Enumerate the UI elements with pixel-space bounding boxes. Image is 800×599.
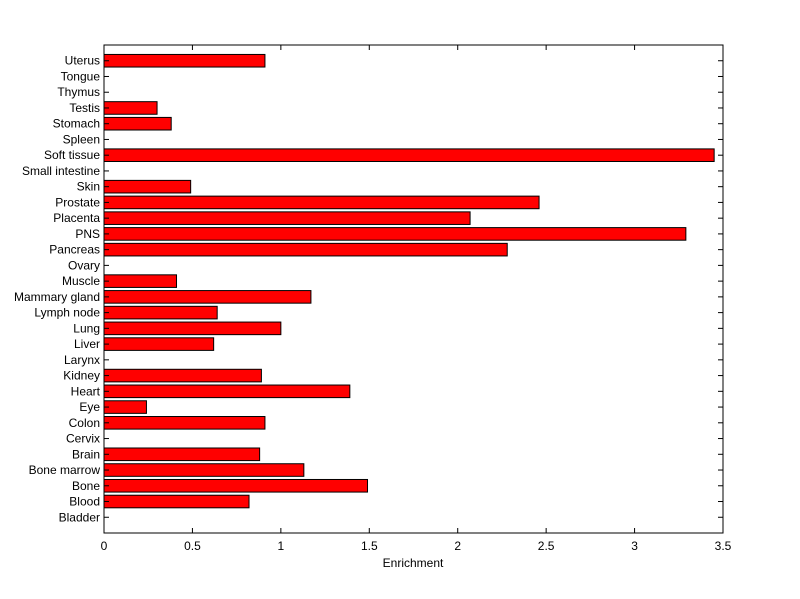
y-tick-label: Uterus (65, 54, 100, 68)
bar-uterus (103, 53, 266, 68)
y-tick-label: Spleen (63, 132, 100, 146)
bar-soft-tissue (103, 148, 715, 162)
x-tick-label: 3 (631, 539, 638, 553)
y-tick-label: Thymus (57, 85, 100, 99)
y-tick-label: Soft tissue (44, 148, 100, 162)
y-tick-label: Stomach (53, 117, 100, 131)
x-tick-label: 0.5 (184, 539, 201, 553)
y-tick-label: Testis (69, 101, 100, 115)
bar-brain (103, 447, 261, 462)
bar-prostate (103, 195, 540, 210)
y-tick-label: Heart (71, 384, 101, 398)
bar-blood (103, 494, 250, 509)
y-tick-label: Larynx (64, 353, 100, 367)
y-tick-label: Ovary (68, 258, 100, 272)
y-tick-label: Eye (79, 400, 100, 414)
bar-testis (103, 101, 158, 115)
y-tick-label: Pancreas (49, 243, 100, 257)
y-tick-label: PNS (75, 227, 100, 241)
plot-frame (103, 44, 724, 534)
x-tick-label: 2 (454, 539, 461, 553)
y-tick-label: Prostate (55, 195, 100, 209)
y-tick-label: Mammary gland (14, 290, 100, 304)
y-tick-label: Kidney (63, 369, 100, 383)
y-tick-label: Skin (77, 180, 100, 194)
bar-bone (103, 478, 369, 493)
y-tick-label: Small intestine (22, 164, 100, 178)
x-tick-label: 1 (278, 539, 285, 553)
bar-skin (103, 179, 192, 194)
x-tick-label: 2.5 (538, 539, 555, 553)
bar-pancreas (103, 242, 508, 257)
y-tick-label: Tongue (61, 69, 101, 83)
bar-heart (103, 384, 351, 399)
y-tick-label: Lung (73, 321, 100, 335)
bar-lung (103, 321, 282, 336)
y-tick-label: Muscle (62, 274, 100, 288)
bar-liver (103, 337, 215, 351)
bar-colon (103, 416, 266, 430)
y-tick-label: Lymph node (34, 306, 100, 320)
bar-mammary-gland (103, 290, 312, 304)
bar-lymph-node (103, 305, 218, 320)
bars-group (103, 53, 715, 509)
x-tick-label: 0 (101, 539, 108, 553)
x-tick-label: 1.5 (361, 539, 378, 553)
x-axis-title: Enrichment (383, 556, 444, 570)
y-tick-label: Blood (69, 495, 100, 509)
y-tick-label: Cervix (66, 432, 100, 446)
bar-pns (103, 227, 687, 241)
y-tick-label: Colon (69, 416, 100, 430)
y-tick-label: Liver (74, 337, 100, 351)
y-tick-label: Bone (72, 479, 100, 493)
bar-eye (103, 400, 147, 414)
bar-stomach (103, 116, 172, 131)
x-axis-ticks: 0 0.5 1 1.5 2 2.5 3 3.5 (101, 45, 732, 553)
y-tick-label: Placenta (53, 211, 100, 225)
bar-placenta (103, 211, 471, 225)
y-tick-label: Bladder (59, 510, 100, 524)
y-tick-label: Bone marrow (29, 463, 101, 477)
bar-kidney (103, 368, 262, 383)
bar-muscle (103, 274, 178, 288)
x-tick-label: 3.5 (715, 539, 732, 553)
y-tick-label: Brain (72, 447, 100, 461)
bar-bone-marrow (103, 463, 305, 477)
